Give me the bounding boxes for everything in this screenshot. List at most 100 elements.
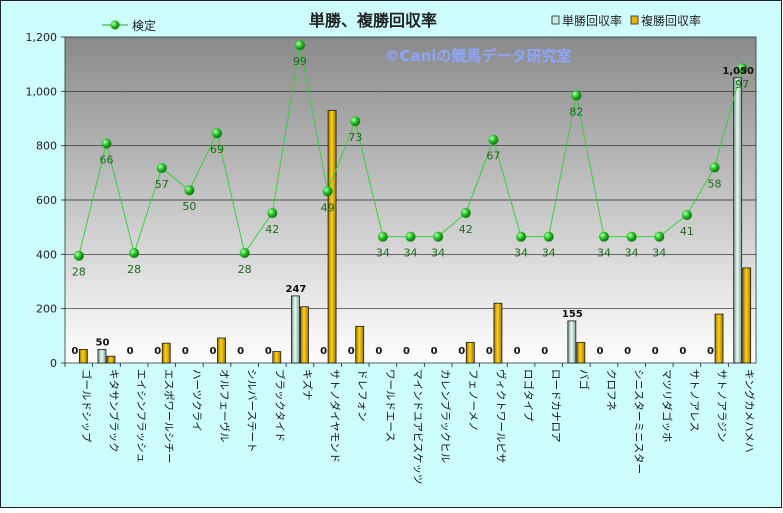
- line-point-label: 34: [431, 247, 445, 260]
- line-point: [516, 231, 527, 242]
- bar-place: [161, 342, 171, 364]
- legend-line-label: 検定: [132, 18, 156, 33]
- line-point: [322, 186, 333, 197]
- line-series: [73, 40, 748, 261]
- bar-win-label: 0: [458, 346, 465, 357]
- line-point: [681, 209, 692, 220]
- bar-win: [291, 295, 300, 364]
- bar-win-label: 0: [265, 346, 272, 357]
- line-point-label: 34: [625, 247, 639, 260]
- x-category-label: キングカメハメハ: [743, 369, 756, 453]
- bar-series: [78, 77, 752, 364]
- x-category-label: シルバーステート: [246, 369, 258, 452]
- line-point: [294, 40, 305, 51]
- bar-win: [567, 320, 577, 364]
- x-category-label: シニスターミニスター: [633, 369, 645, 474]
- line-point: [267, 208, 278, 219]
- bar-place: [714, 313, 724, 364]
- line-point: [184, 185, 195, 196]
- y-tick-label: 0: [50, 357, 57, 370]
- bar-win: [97, 349, 107, 364]
- y-tick-label: 800: [36, 140, 57, 153]
- bar-place: [465, 341, 475, 364]
- bar-win-label: 0: [348, 346, 355, 357]
- line-point-label: 66: [99, 153, 113, 166]
- bar-place: [300, 306, 309, 364]
- bar-win-label: 0: [182, 346, 189, 357]
- x-category-label: エイシンフラッシュ: [135, 369, 147, 463]
- bar-place: [78, 349, 88, 364]
- bar-win-label: 0: [624, 346, 631, 357]
- line-point-label: 73: [348, 131, 362, 144]
- x-category-label: サトノアレス: [688, 369, 700, 432]
- bar-win-label: 0: [431, 346, 438, 357]
- data-labels: 0 50 0 0 0 0 0 0 247 0 0 0 0 0 0 0 0 0 155 0 0 0 0 0 1,050 28 66 28…: [71, 55, 754, 357]
- bar-place: [355, 325, 365, 364]
- gridlines: [65, 90, 756, 310]
- line-point-label: 28: [238, 263, 252, 276]
- x-category-label: サトノダイヤモンド: [329, 369, 342, 463]
- bar-win-label: 0: [154, 346, 161, 357]
- line-point: [543, 231, 554, 242]
- line-point-label: 41: [680, 225, 694, 238]
- bar-win-label: 0: [596, 346, 603, 357]
- legend-win-swatch: [551, 15, 560, 25]
- bar-place: [327, 109, 337, 364]
- legend-place-swatch: [630, 15, 639, 25]
- x-category-label: カレンブラックヒル: [439, 369, 452, 463]
- bar-win-label: 0: [71, 346, 78, 357]
- line-point-label: 57: [155, 178, 169, 191]
- x-category-label: ロゴタイプ: [522, 369, 535, 422]
- line-point-label: 34: [542, 247, 556, 260]
- line-point-label: 82: [569, 105, 583, 118]
- line-point: [212, 128, 223, 139]
- bar-place: [742, 267, 752, 364]
- bar-win-label: 1,050: [722, 66, 754, 77]
- line-point-label: 67: [486, 150, 500, 163]
- y-tick-label: 1,000: [26, 85, 58, 98]
- bar-win-label: 0: [652, 346, 659, 357]
- line-point: [377, 231, 388, 242]
- line-point-label: 34: [652, 247, 666, 260]
- line-point: [488, 134, 499, 145]
- line-point: [350, 116, 361, 127]
- line-point-label: 50: [182, 200, 196, 213]
- line-point-label: 34: [404, 247, 418, 260]
- line-point-label: 69: [210, 143, 224, 156]
- bar-place: [576, 341, 586, 364]
- y-axis: 0 200 400 600 800 1,000 1,200: [26, 31, 65, 370]
- legend-line-marker: [110, 20, 120, 30]
- x-category-label: エスポワールシチー: [163, 369, 175, 464]
- line-point: [101, 138, 112, 149]
- line-point: [709, 162, 720, 173]
- line-point: [156, 162, 167, 173]
- line-point-label: 28: [72, 266, 86, 279]
- watermark: ©Caniの競馬データ研究室: [385, 47, 572, 65]
- x-category-label: ゴールドシップ: [80, 369, 93, 443]
- x-category-label: マインドユアビスケッツ: [412, 369, 424, 485]
- line-point: [737, 63, 748, 74]
- bar-win-label: 0: [403, 346, 410, 357]
- line-point: [654, 231, 665, 242]
- x-category-label: キズナ: [301, 369, 314, 401]
- x-category-label: クロフネ: [605, 369, 617, 411]
- x-category-label: キタサンブラック: [107, 369, 120, 453]
- chart-title: 単勝、複勝回収率: [309, 11, 437, 30]
- x-axis: ゴールドシップ キタサンブラック エイシンフラッシュ エスポワールシチー ハーツクライ オ…: [64, 363, 756, 485]
- x-category-label: オルフェーヴル: [218, 369, 231, 443]
- line-point: [626, 231, 637, 242]
- bar-place: [106, 355, 116, 364]
- bar-win-label: 0: [237, 346, 244, 357]
- line-point-label: 97: [735, 78, 749, 91]
- legend-line: 検定: [102, 18, 156, 33]
- line-point-label: 42: [265, 223, 279, 236]
- line-point: [598, 231, 609, 242]
- line-point: [460, 208, 471, 219]
- line-point-label: 49: [321, 201, 335, 214]
- x-category-label: フェノーメノ: [467, 369, 479, 432]
- x-category-label: ハーツクライ: [190, 369, 202, 432]
- legend-bars: 単勝回収率 複勝回収率: [551, 13, 701, 28]
- bar-win-label: 0: [320, 346, 327, 357]
- bar-win-label: 0: [514, 346, 521, 357]
